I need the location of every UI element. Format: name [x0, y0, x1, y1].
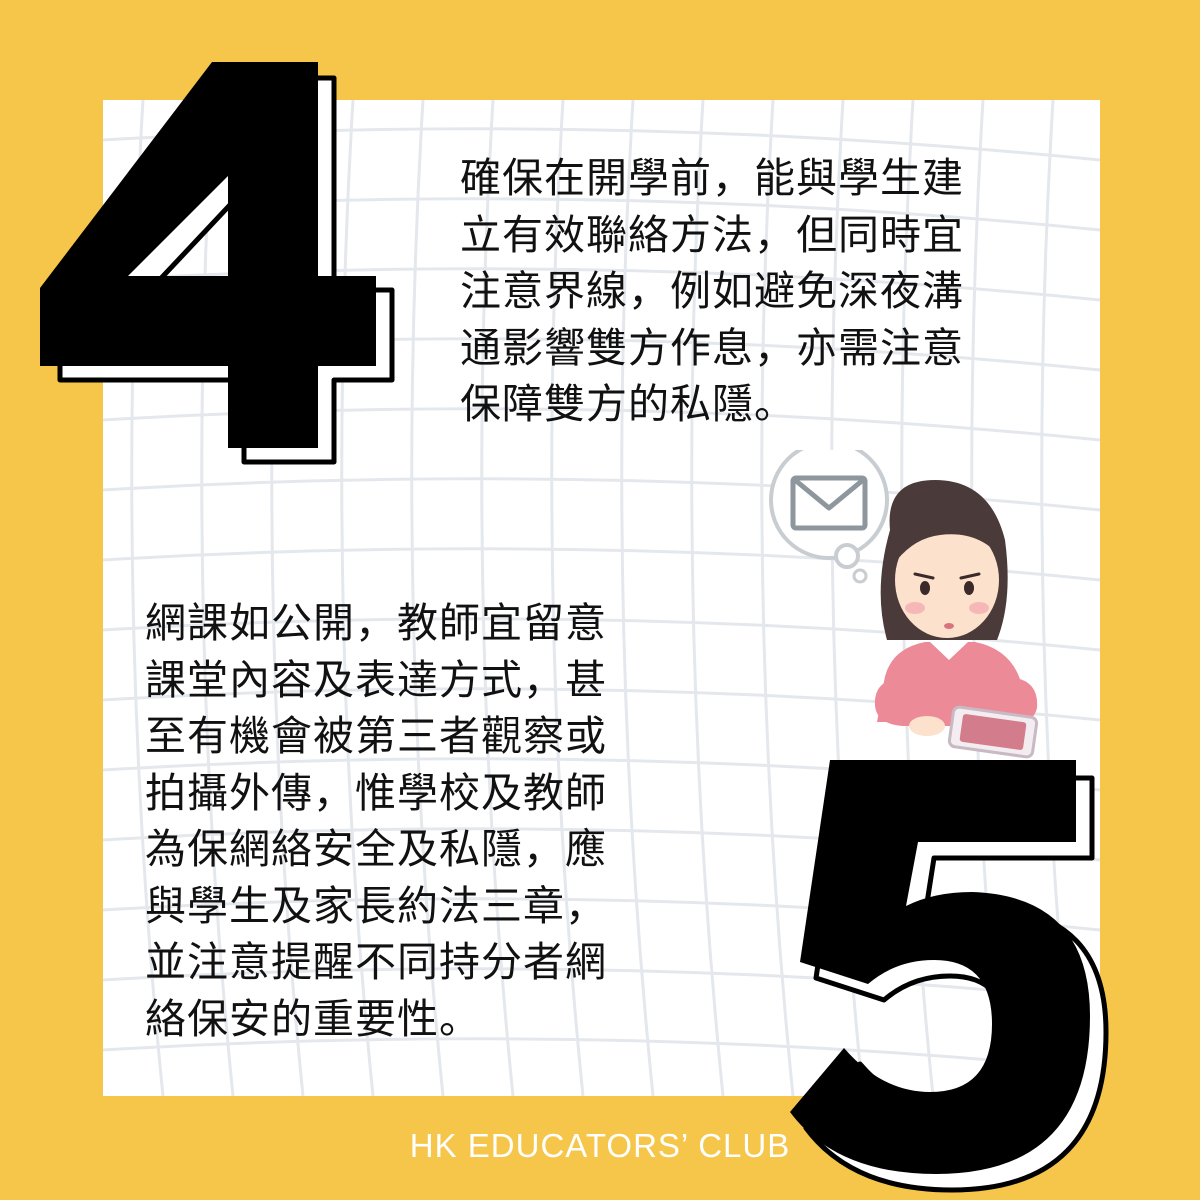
tip-4-text: 確保在開學前，能與學生建 立有效聯絡方法，但同時宜 注意界線，例如避免深夜溝 通…: [460, 154, 964, 428]
brand-footer: HK EDUCATORS’ CLUB: [409, 1127, 791, 1164]
envelope-icon: [790, 475, 868, 531]
woman-with-phone-illustration: [769, 450, 1039, 759]
tip-5-text: 網課如公開，教師宜留意 課堂內容及表達方式，甚 至有機會被第三者觀察或 拍攝外傳…: [145, 599, 607, 1043]
number-4-numeral: [40, 62, 395, 465]
smartphone-icon: [947, 705, 1039, 759]
thought-bubble: [769, 450, 889, 584]
